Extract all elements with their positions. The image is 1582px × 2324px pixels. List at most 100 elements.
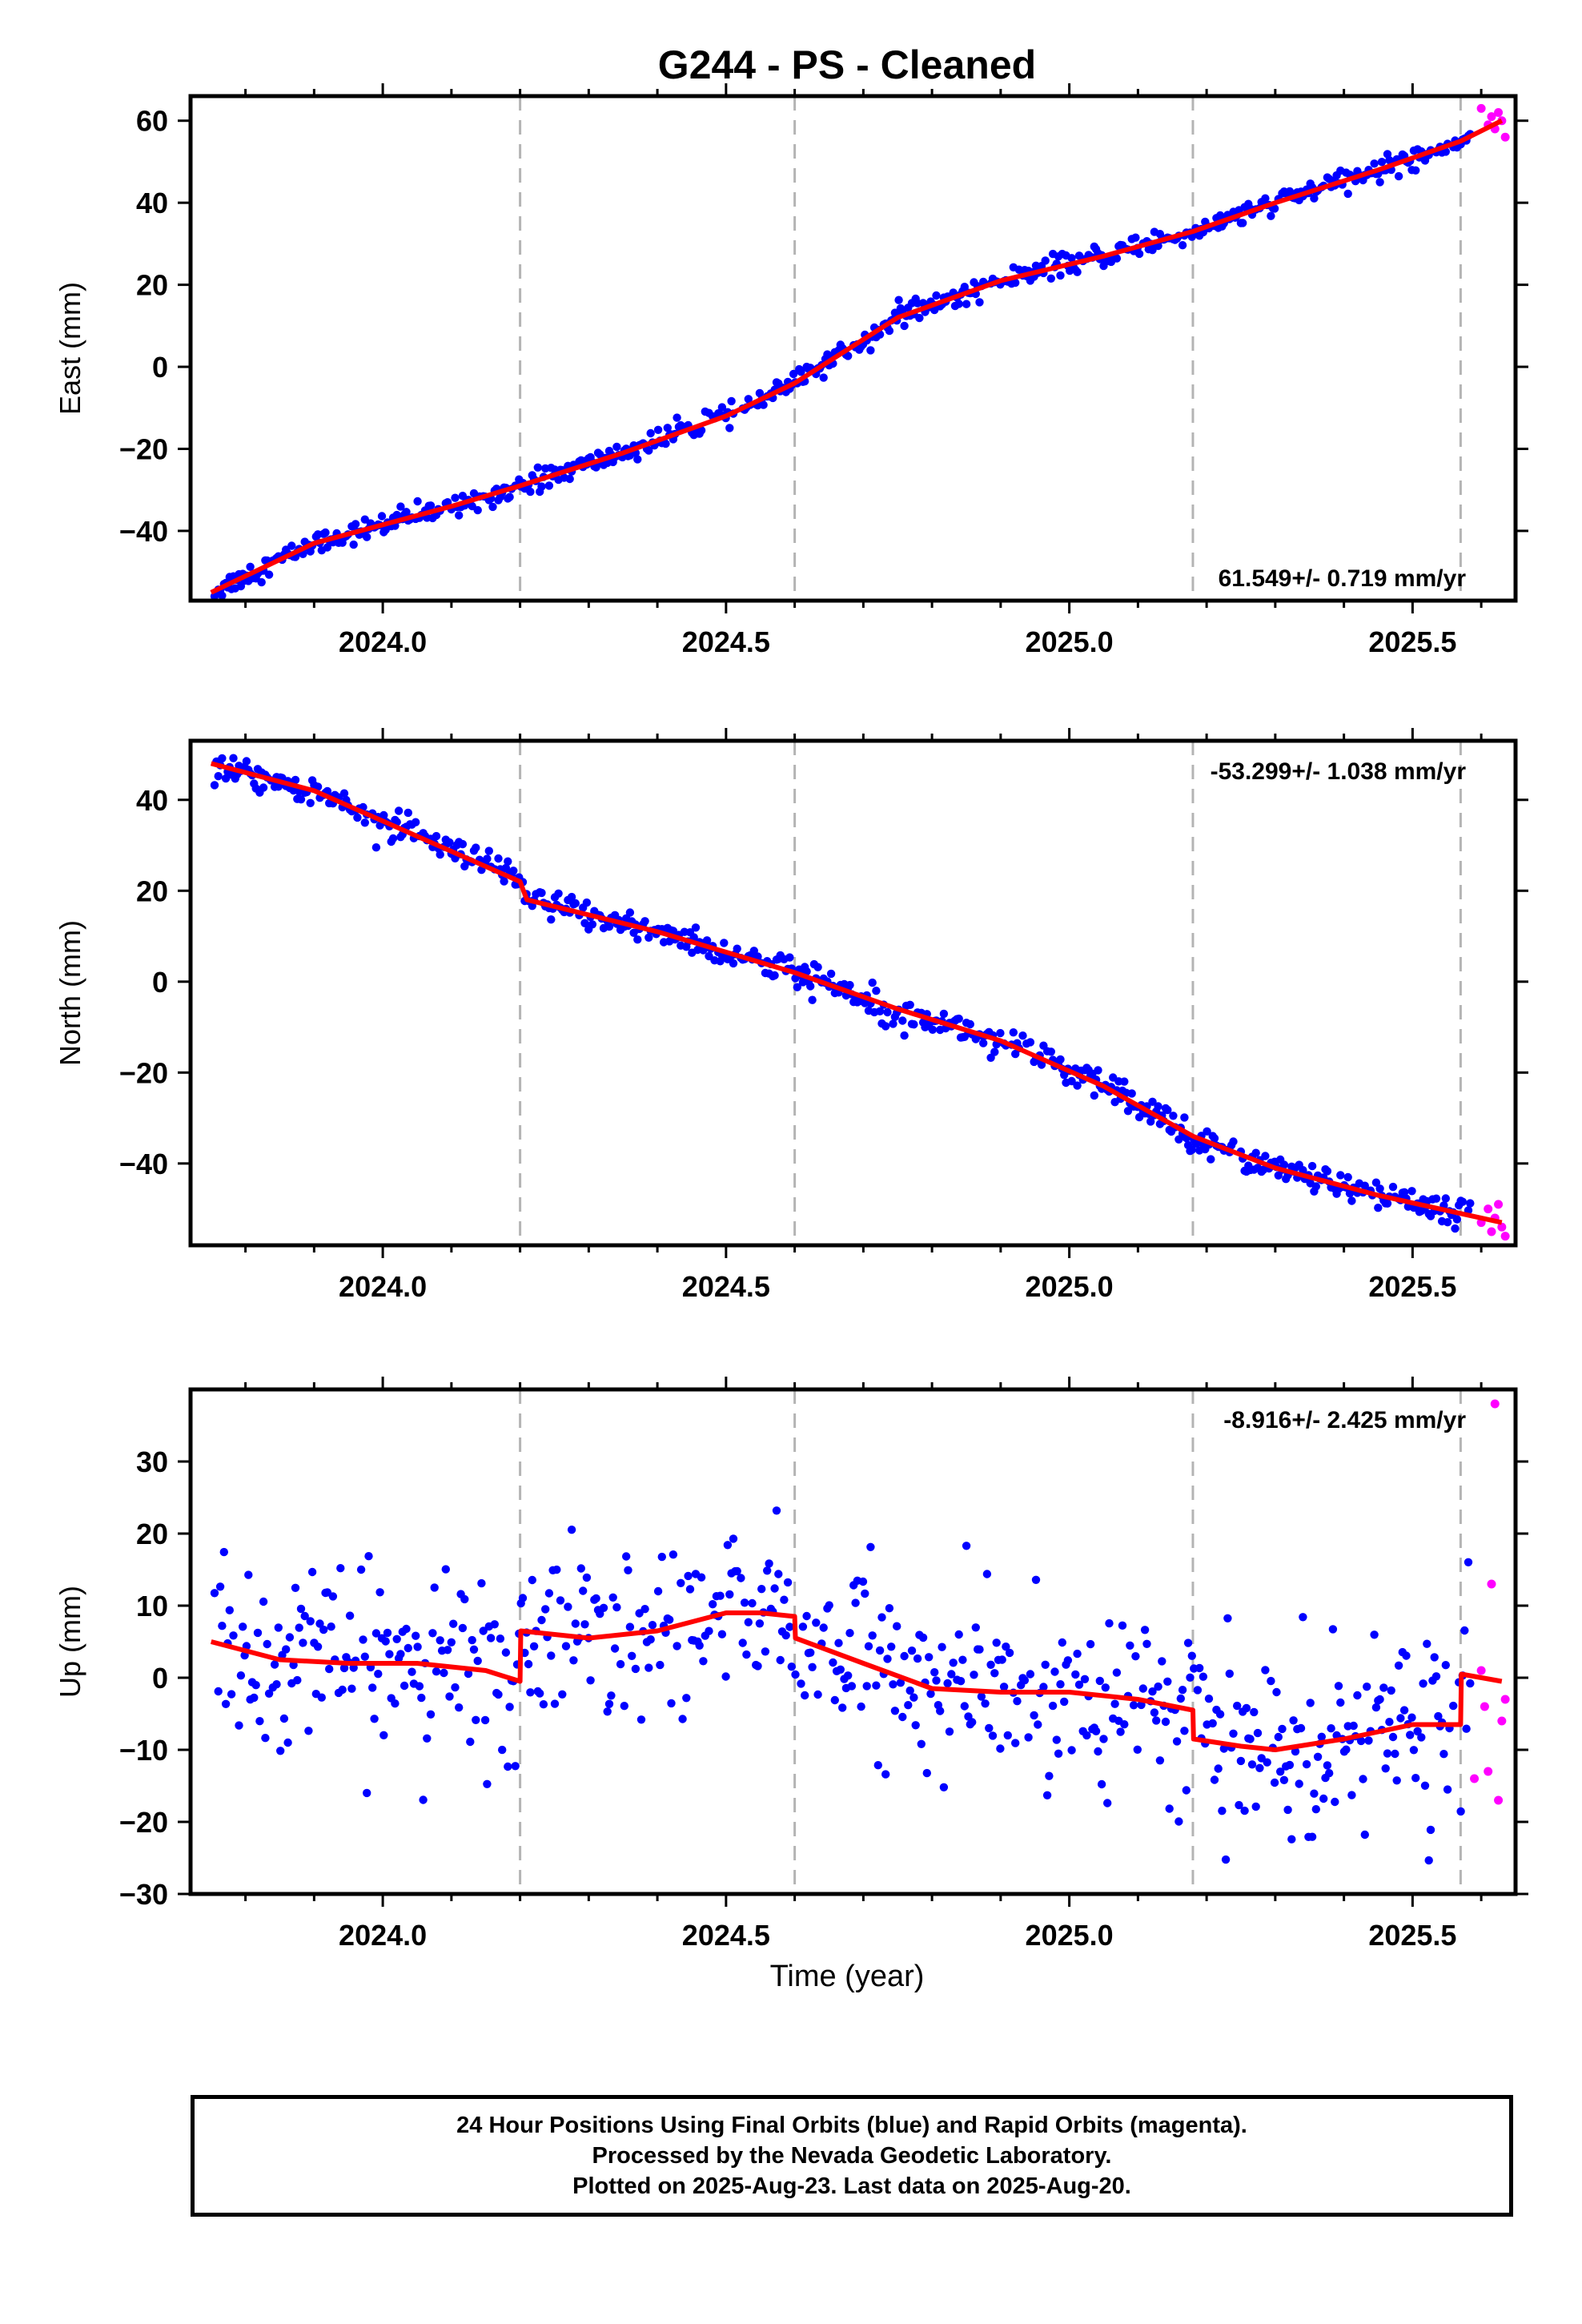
data-point <box>868 978 877 987</box>
data-point <box>1307 1161 1317 1171</box>
data-point <box>1169 1112 1178 1120</box>
data-point <box>1152 1716 1161 1725</box>
y-tick-label: −20 <box>119 1806 168 1839</box>
data-point <box>890 308 900 317</box>
data-point <box>1279 1160 1289 1169</box>
data-point <box>567 1526 576 1534</box>
data-point <box>1003 1731 1013 1740</box>
data-point <box>1323 1761 1332 1770</box>
data-point <box>968 1718 977 1727</box>
data-point <box>1443 1785 1452 1794</box>
data-point <box>1067 1076 1076 1086</box>
data-point <box>259 783 268 792</box>
data-point <box>938 1642 946 1651</box>
data-point <box>1050 1667 1059 1676</box>
model-line <box>210 1610 1503 1752</box>
x-tick-label: 2025.0 <box>1026 625 1114 658</box>
data-point <box>770 1584 779 1593</box>
data-point <box>1417 1733 1426 1742</box>
rapid-point <box>1500 1695 1510 1704</box>
data-point <box>881 1022 890 1031</box>
data-point <box>1067 254 1076 263</box>
data-point <box>697 1573 706 1582</box>
data-point <box>264 570 274 579</box>
data-point <box>353 813 362 822</box>
data-point <box>733 1566 741 1576</box>
data-point <box>657 1552 666 1562</box>
data-point <box>1430 1653 1439 1662</box>
data-point <box>1134 249 1144 259</box>
data-point <box>218 754 227 763</box>
data-point <box>432 1667 441 1676</box>
data-point <box>791 1670 800 1679</box>
data-point <box>1112 254 1122 263</box>
data-point <box>798 1622 808 1631</box>
data-point <box>1233 1701 1242 1711</box>
data-point <box>1180 1113 1189 1122</box>
x-tick-label: 2024.5 <box>682 625 770 658</box>
data-point <box>947 1670 956 1679</box>
y-tick-label: 0 <box>152 966 168 999</box>
data-point <box>770 971 779 980</box>
data-point <box>1419 1679 1427 1688</box>
y-tick-label: −40 <box>119 515 168 548</box>
data-point <box>898 1712 907 1722</box>
data-point <box>673 413 681 422</box>
data-point <box>844 352 853 360</box>
data-point <box>1148 1687 1157 1696</box>
data-point <box>1126 1641 1134 1650</box>
data-point <box>537 888 546 898</box>
data-point <box>455 511 464 520</box>
footer-line-2: Processed by the Nevada Geodetic Laborat… <box>592 2143 1112 2169</box>
data-point <box>1299 1613 1307 1622</box>
data-point <box>1110 1699 1119 1708</box>
data-point <box>646 428 655 438</box>
data-point <box>702 936 712 945</box>
data-point <box>1155 1756 1165 1765</box>
data-point <box>1426 1825 1435 1835</box>
data-point <box>544 481 554 490</box>
data-point <box>1325 1769 1334 1778</box>
data-point <box>1407 1187 1416 1196</box>
y-tick-label: 20 <box>136 269 168 302</box>
data-point <box>468 1635 476 1645</box>
data-point <box>682 1694 691 1703</box>
data-point <box>291 775 300 785</box>
data-point <box>862 1682 871 1691</box>
data-point <box>956 1677 966 1686</box>
data-point <box>1342 1745 1351 1754</box>
data-point <box>1311 1805 1321 1814</box>
data-point <box>1285 1760 1295 1770</box>
rapid-point <box>1494 107 1504 117</box>
data-point <box>999 1683 1009 1691</box>
data-point <box>695 1641 704 1650</box>
data-point <box>1052 1735 1062 1744</box>
data-point <box>319 1625 328 1634</box>
data-point <box>825 1601 833 1610</box>
data-point <box>985 1723 994 1733</box>
data-point <box>926 1689 935 1699</box>
data-point <box>283 1738 292 1747</box>
data-point <box>1071 1670 1080 1679</box>
data-point <box>272 1680 281 1689</box>
data-point <box>494 854 503 863</box>
data-point <box>986 1660 995 1669</box>
panel-frame <box>188 1387 1518 1896</box>
data-point <box>473 1656 482 1666</box>
data-point <box>300 1611 309 1621</box>
data-point <box>1295 1779 1303 1788</box>
data-point <box>349 540 358 549</box>
data-point <box>881 1770 890 1779</box>
data-point <box>1041 1660 1050 1669</box>
data-point <box>1431 1194 1441 1203</box>
data-point <box>610 1644 620 1653</box>
x-axis-label: Time (year) <box>770 1960 925 1993</box>
data-point <box>472 1715 480 1724</box>
data-point <box>834 1638 843 1647</box>
data-point <box>1255 1763 1264 1772</box>
data-point <box>214 1687 223 1696</box>
data-point <box>765 1559 773 1568</box>
data-point <box>913 1654 922 1663</box>
data-point <box>1278 1724 1287 1734</box>
data-point <box>1037 1060 1046 1069</box>
